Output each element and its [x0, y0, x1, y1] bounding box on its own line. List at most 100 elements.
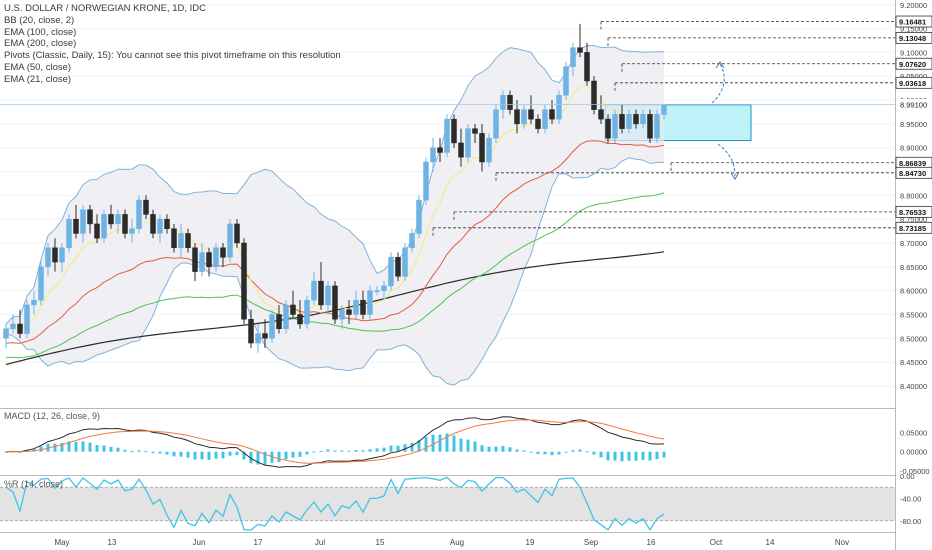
legend-pivots[interactable]: Pivots (Classic, Daily, 15): You cannot …	[4, 50, 341, 62]
candle-body	[17, 323, 23, 334]
bb-fill	[6, 45, 664, 386]
macd-histogram-bar	[403, 444, 407, 452]
macd-histogram-bar	[291, 451, 295, 458]
macd-histogram-bar	[662, 451, 666, 458]
legend-bb[interactable]: BB (20, close, 2)	[4, 14, 75, 26]
candle-body	[94, 223, 100, 239]
candle-body	[416, 199, 422, 234]
candle	[220, 243, 226, 267]
macd-histogram-bar	[389, 445, 393, 452]
candle-body	[178, 233, 184, 249]
candle-body	[626, 114, 632, 129]
candle	[402, 243, 408, 282]
candle-body	[87, 209, 93, 225]
candle-body	[339, 309, 345, 320]
macd-histogram-bar	[277, 451, 281, 462]
candle-body	[59, 247, 65, 263]
candle	[290, 290, 296, 320]
macd-histogram-bar	[305, 451, 309, 455]
pivot-price-label: 8.76533	[899, 208, 926, 217]
macd-histogram-bar	[396, 445, 400, 452]
macd-histogram-bar	[74, 441, 78, 452]
wr-label[interactable]: %R (14, close)	[4, 479, 64, 489]
candle-body	[563, 66, 569, 96]
macd-histogram-bar	[557, 451, 561, 455]
macd-histogram-bar	[53, 443, 57, 452]
candle	[654, 109, 660, 143]
candle-body	[73, 218, 79, 234]
candle-body	[199, 252, 205, 272]
candle-body	[108, 214, 114, 225]
candle-body	[647, 114, 653, 139]
candle-body	[472, 128, 478, 134]
candle	[640, 109, 646, 129]
candle-body	[465, 128, 471, 158]
macd-histogram-bar	[354, 450, 358, 452]
candle-body	[248, 318, 254, 344]
candle-body	[437, 147, 443, 153]
macd-histogram-bar	[368, 449, 372, 452]
candle-body	[633, 114, 639, 125]
macd-histogram-bar	[200, 451, 204, 460]
candle	[444, 114, 450, 158]
legend-ema21[interactable]: EMA (21, close)	[4, 73, 72, 85]
candle-body	[423, 161, 429, 201]
candle	[388, 252, 394, 291]
candle-body	[136, 199, 142, 229]
pivot-price-label: 8.86839	[899, 159, 926, 168]
candle-body	[556, 95, 562, 120]
time-tick-label: Jul	[315, 538, 325, 547]
candle-body	[619, 114, 625, 129]
candle	[374, 285, 380, 296]
pivot-price-label: 9.03618	[899, 79, 926, 88]
candle	[192, 243, 198, 282]
legend-ema50[interactable]: EMA (50, close)	[4, 61, 72, 73]
candle-body	[346, 309, 352, 315]
current-price-label: 8.99100	[900, 100, 927, 109]
macd-label[interactable]: MACD (12, 26, close, 9)	[4, 411, 101, 421]
macd-histogram-bar	[4, 451, 8, 453]
macd-histogram-bar	[536, 451, 540, 455]
candle	[437, 138, 443, 162]
pivot-price-tag	[895, 76, 932, 89]
candle-body	[262, 333, 268, 339]
candle	[304, 295, 310, 329]
macd-histogram-bar	[130, 451, 134, 453]
time-tick-label: Aug	[450, 538, 464, 547]
candle-body	[157, 218, 163, 234]
price-tick-label: 9.10000	[900, 48, 927, 57]
candle-body	[605, 118, 611, 139]
macd-histogram-bar	[648, 451, 652, 461]
candle	[101, 209, 107, 243]
candle-body	[374, 290, 380, 292]
candle-body	[458, 142, 464, 158]
candle	[38, 262, 44, 305]
candle	[577, 23, 583, 58]
candle	[10, 314, 16, 334]
candle	[570, 42, 576, 77]
macd-histogram-bar	[410, 442, 414, 452]
legend-ema200[interactable]: EMA (200, close)	[4, 38, 77, 50]
candle	[3, 324, 9, 348]
price-tick-label: 8.65000	[900, 263, 927, 272]
candle-body	[213, 247, 219, 268]
candle	[598, 95, 604, 124]
candle	[248, 309, 254, 348]
wr-tick-label: -80.00	[900, 517, 921, 526]
candle	[178, 223, 184, 258]
candle	[262, 319, 268, 348]
macd-histogram-bar	[606, 451, 610, 461]
candle	[605, 114, 611, 143]
macd-histogram-bar	[312, 451, 316, 453]
candle	[409, 228, 415, 253]
macd-histogram-bar	[39, 446, 43, 452]
legend-ema100[interactable]: EMA (100, close)	[4, 26, 77, 38]
candle-body	[353, 299, 359, 315]
macd-histogram-bar	[102, 445, 106, 452]
macd-histogram-bar	[81, 441, 85, 452]
candle	[157, 214, 163, 243]
macd-histogram-bar	[459, 438, 463, 452]
pivot-price-tag	[895, 221, 932, 234]
candle	[451, 114, 457, 148]
